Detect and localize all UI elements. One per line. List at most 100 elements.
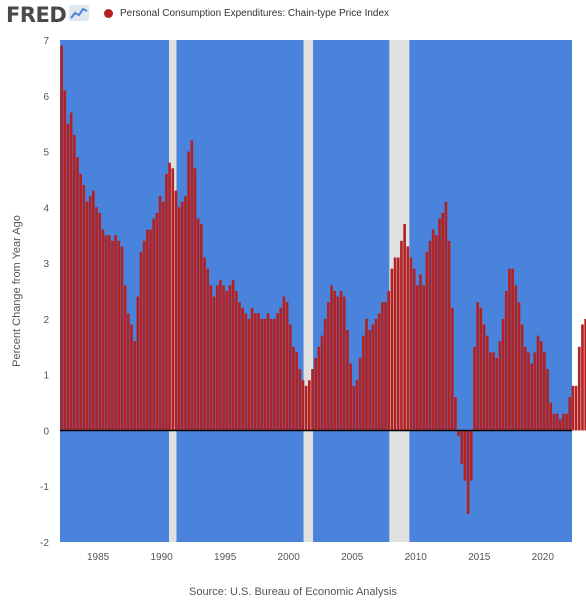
chart-header: FRED Personal Consumption Expenditures: … bbox=[0, 0, 586, 30]
y-tick-label: -2 bbox=[40, 538, 49, 549]
data-bar bbox=[184, 196, 187, 431]
data-bar bbox=[79, 173, 82, 431]
x-tick-label: 2000 bbox=[278, 552, 301, 563]
data-bar bbox=[126, 313, 130, 431]
data-bar bbox=[187, 151, 190, 431]
data-bar bbox=[508, 268, 511, 431]
fred-logo-text: FRED bbox=[6, 3, 67, 27]
data-bar bbox=[263, 318, 267, 431]
data-bar bbox=[282, 296, 286, 431]
data-bar bbox=[422, 285, 426, 431]
data-bar bbox=[498, 341, 502, 431]
chart-svg: -2 -1 0 1 2 3 4 5 6 7 1985 1990 1995 2000 2005 2010 2015… bbox=[11, 36, 586, 563]
data-bar bbox=[304, 385, 308, 431]
data-bar bbox=[527, 352, 530, 431]
data-bar bbox=[450, 307, 454, 431]
data-bar bbox=[82, 185, 86, 431]
data-bar bbox=[130, 324, 133, 431]
data-bar bbox=[260, 318, 264, 431]
data-bar bbox=[177, 207, 181, 431]
data-bar bbox=[142, 240, 146, 431]
data-bar bbox=[419, 274, 422, 431]
data-bar bbox=[536, 335, 540, 431]
data-bar bbox=[342, 296, 346, 431]
data-bar bbox=[285, 302, 289, 431]
data-bar bbox=[330, 285, 333, 431]
data-bar bbox=[403, 224, 406, 431]
data-bar bbox=[314, 357, 318, 431]
data-bar bbox=[435, 235, 438, 431]
data-bar bbox=[72, 134, 76, 431]
data-bar bbox=[66, 123, 70, 431]
data-bar bbox=[400, 240, 403, 431]
data-bar bbox=[555, 413, 559, 431]
data-bar bbox=[371, 324, 375, 431]
y-tick-label: 0 bbox=[43, 426, 49, 437]
data-bar bbox=[104, 235, 108, 431]
data-bar bbox=[222, 285, 225, 431]
data-bar bbox=[549, 402, 553, 431]
data-bar bbox=[155, 212, 159, 431]
data-bar bbox=[523, 346, 527, 431]
data-bar bbox=[374, 318, 378, 431]
data-bar bbox=[476, 302, 480, 431]
data-bar bbox=[485, 335, 489, 431]
data-bar bbox=[247, 318, 251, 431]
data-bar bbox=[482, 324, 486, 431]
plot-area bbox=[60, 40, 572, 542]
x-tick-label: 1985 bbox=[87, 552, 110, 563]
data-bar bbox=[568, 396, 572, 431]
data-bar bbox=[196, 218, 200, 431]
data-bar bbox=[311, 369, 314, 431]
y-tick-label: 3 bbox=[43, 259, 49, 270]
data-bar bbox=[355, 380, 359, 431]
data-bar bbox=[530, 363, 533, 431]
data-bar bbox=[88, 196, 92, 431]
data-bar bbox=[581, 324, 584, 431]
data-bar bbox=[149, 229, 152, 431]
data-bar bbox=[441, 212, 445, 431]
data-bar bbox=[479, 307, 483, 431]
data-bar bbox=[266, 313, 270, 431]
data-bar bbox=[428, 240, 432, 431]
data-bar bbox=[393, 257, 397, 431]
data-bar bbox=[384, 302, 387, 431]
data-bar bbox=[295, 352, 298, 431]
data-bar bbox=[473, 346, 476, 431]
data-bar bbox=[543, 352, 546, 431]
data-bar bbox=[206, 268, 210, 431]
data-bar bbox=[489, 352, 492, 431]
data-bar bbox=[120, 246, 124, 431]
data-bar bbox=[146, 229, 149, 431]
data-bar bbox=[457, 430, 460, 437]
data-bar bbox=[514, 285, 518, 431]
data-bar bbox=[301, 380, 305, 431]
x-tick-label: 2005 bbox=[341, 552, 364, 563]
data-bar bbox=[517, 302, 521, 431]
data-bar bbox=[463, 430, 467, 481]
data-bar bbox=[209, 285, 213, 431]
data-bar bbox=[111, 240, 114, 431]
data-bar bbox=[231, 279, 235, 431]
data-bar bbox=[327, 302, 330, 431]
data-bar bbox=[85, 201, 89, 431]
data-bar bbox=[412, 268, 416, 431]
y-tick-label: 1 bbox=[43, 371, 49, 382]
data-bar bbox=[565, 413, 568, 431]
data-bar bbox=[368, 330, 372, 431]
data-bar bbox=[133, 341, 136, 431]
data-bar bbox=[161, 201, 165, 431]
data-bar bbox=[546, 369, 549, 431]
fred-logo[interactable]: FRED bbox=[6, 3, 90, 27]
data-bar bbox=[158, 196, 162, 431]
data-bar bbox=[584, 318, 586, 431]
data-bar bbox=[361, 335, 365, 431]
data-bar bbox=[336, 296, 340, 431]
data-bar bbox=[552, 413, 556, 431]
data-bar bbox=[504, 291, 508, 431]
data-bar bbox=[200, 224, 203, 431]
data-bar bbox=[123, 285, 127, 431]
y-tick-label: 7 bbox=[43, 36, 49, 47]
data-bar bbox=[136, 296, 140, 431]
data-bar bbox=[101, 229, 105, 431]
